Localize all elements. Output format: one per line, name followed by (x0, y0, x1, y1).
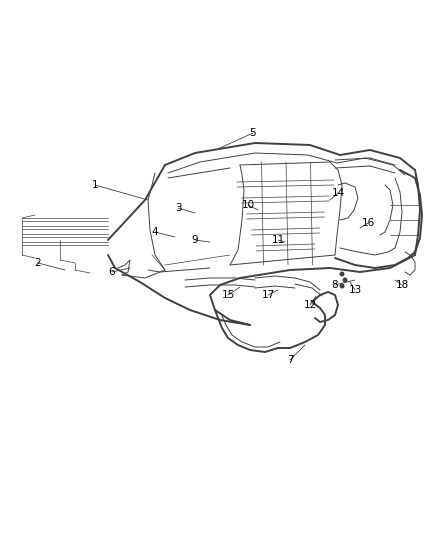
Circle shape (339, 271, 345, 277)
Text: 18: 18 (396, 280, 409, 290)
Text: 17: 17 (261, 290, 275, 300)
Text: 11: 11 (272, 235, 285, 245)
Text: 15: 15 (221, 290, 235, 300)
Circle shape (343, 278, 347, 282)
Circle shape (339, 284, 345, 288)
Text: 16: 16 (361, 218, 374, 228)
Text: 14: 14 (332, 188, 345, 198)
Text: 13: 13 (348, 285, 362, 295)
Text: 12: 12 (304, 300, 317, 310)
Text: 3: 3 (175, 203, 181, 213)
Text: 7: 7 (287, 355, 293, 365)
Text: 6: 6 (109, 267, 115, 277)
Text: 10: 10 (241, 200, 254, 210)
Text: 1: 1 (92, 180, 98, 190)
Text: 4: 4 (152, 227, 158, 237)
Text: 2: 2 (35, 258, 41, 268)
Text: 8: 8 (332, 280, 338, 290)
Text: 9: 9 (192, 235, 198, 245)
Text: 5: 5 (250, 128, 256, 138)
